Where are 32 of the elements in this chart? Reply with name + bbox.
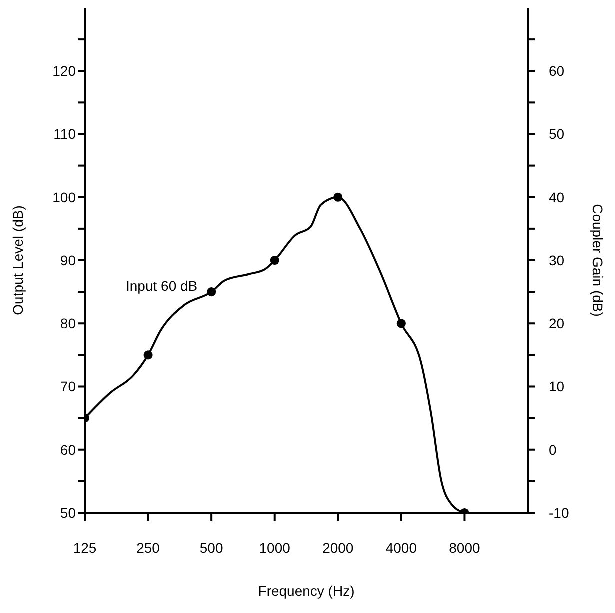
x-tick-label: 125 xyxy=(73,540,97,556)
y-tick-label: 70 xyxy=(60,378,76,395)
y-axis-title: Output Level (dB) xyxy=(10,206,26,316)
y-tick-label: 90 xyxy=(60,252,76,268)
point xyxy=(396,319,406,328)
y2-tick-label: -10 xyxy=(549,504,570,521)
y2-tick-label: 40 xyxy=(549,189,565,206)
y2-tick-label: 60 xyxy=(549,63,565,80)
y2-tick-label: 20 xyxy=(549,316,565,332)
y2-tick-label: 0 xyxy=(549,442,557,458)
point xyxy=(334,192,343,202)
x-tick-label: 500 xyxy=(200,540,224,556)
y2-axis-title: Coupler Gain (dB) xyxy=(590,204,606,317)
y-tick-label: 100 xyxy=(52,189,76,206)
y-tick-label: 50 xyxy=(60,504,76,521)
y-tick-label: 60 xyxy=(60,442,76,458)
point xyxy=(207,288,216,297)
x-tick-label: 250 xyxy=(136,540,160,556)
x-tick-label: 2000 xyxy=(322,540,354,556)
y-tick-label: 120 xyxy=(52,63,76,80)
y-tick-label: 80 xyxy=(60,316,76,332)
y-tick-label: 110 xyxy=(54,126,76,142)
point xyxy=(144,350,153,360)
x-tick-label: 4000 xyxy=(386,540,418,556)
annotation: Input 60 dB xyxy=(126,278,198,294)
x-tick-label: 1000 xyxy=(259,540,291,556)
x-axis-title: Frequency (Hz) xyxy=(258,583,355,599)
y2-tick-label: 30 xyxy=(549,252,565,268)
point xyxy=(270,256,280,266)
y2-tick-label: 10 xyxy=(549,378,565,395)
y2-tick-label: 50 xyxy=(549,126,565,142)
x-tick-label: 8000 xyxy=(449,540,480,556)
